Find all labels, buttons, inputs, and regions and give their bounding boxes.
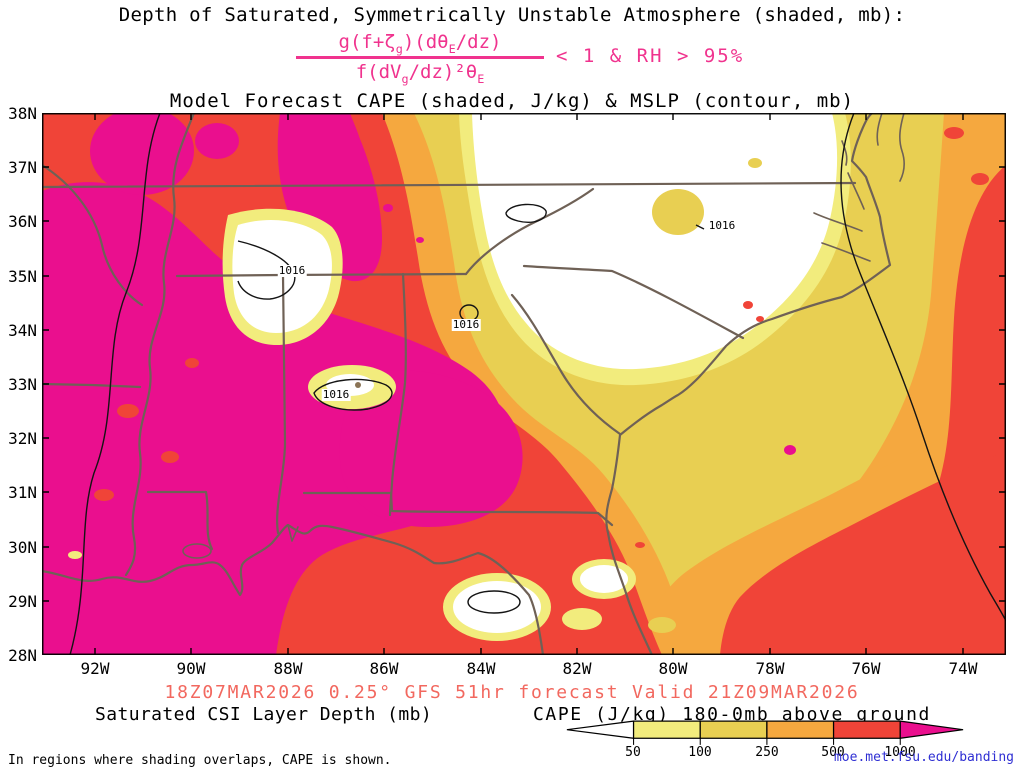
y-axis-label: 37N	[8, 158, 37, 177]
x-axis-label: 86W	[369, 659, 399, 678]
contour-label: 1016	[707, 219, 737, 232]
x-axis-label: 74W	[948, 659, 978, 678]
banding-site-link[interactable]: moe.met.fsu.edu/banding	[833, 750, 1014, 765]
x-axis-label: 82W	[562, 659, 592, 678]
formula-numerator: g(f+ζg)(dθE/dz)	[338, 31, 502, 56]
y-axis-label: 35N	[8, 267, 37, 286]
forecast-valid-time: 18Z07MAR2026 0.25° GFS 51hr forecast Val…	[164, 682, 860, 703]
subtitle: Model Forecast CAPE (shaded, J/kg) & MSL…	[169, 90, 855, 112]
formula-fraction-bar	[296, 56, 544, 59]
state-borders	[40, 111, 905, 657]
contour-label: 1016	[277, 264, 307, 277]
x-axis-label: 90W	[176, 659, 206, 678]
x-axis-label: 78W	[755, 659, 785, 678]
y-axis-label: 33N	[8, 375, 37, 394]
contour-label: 1016	[321, 388, 351, 401]
x-axis-label: 76W	[851, 659, 881, 678]
forecast-map: 1016 1016 1016 1016	[40, 107, 1007, 657]
x-axis-label: 80W	[658, 659, 688, 678]
cape-colorbar	[565, 719, 965, 752]
mslp-contours	[69, 112, 1007, 656]
x-axis-label: 92W	[80, 659, 110, 678]
x-axis-label: 88W	[273, 659, 303, 678]
y-axis-label: 38N	[8, 104, 37, 123]
overlap-note: In regions where shading overlaps, CAPE …	[8, 753, 392, 768]
map-canvas	[40, 107, 1007, 657]
page-title: Depth of Saturated, Symmetrically Unstab…	[118, 4, 906, 26]
colorbar-tick: 500	[821, 745, 845, 760]
y-axis-label: 28N	[8, 646, 37, 665]
cape-shading	[42, 107, 1006, 655]
y-axis-label: 36N	[8, 212, 37, 231]
legend-left-title: Saturated CSI Layer Depth (mb)	[95, 704, 433, 725]
legend-right-title: CAPE (J/kg) 180-0mb above ground	[533, 704, 931, 725]
x-axis-label: 84W	[466, 659, 496, 678]
y-axis-label: 32N	[8, 429, 37, 448]
contour-label: 1016	[451, 318, 481, 331]
formula-denominator: f(dVg/dz)²θE	[355, 61, 485, 86]
colorbar-tick: 250	[755, 745, 779, 760]
colorbar-canvas	[566, 720, 964, 745]
colorbar-tick: 50	[625, 745, 641, 760]
y-axis-label: 29N	[8, 592, 37, 611]
y-axis-label: 30N	[8, 538, 37, 557]
y-axis-label: 34N	[8, 321, 37, 340]
colorbar-tick: 100	[688, 745, 712, 760]
formula-condition: < 1 & RH > 95%	[556, 45, 745, 67]
y-axis-label: 31N	[8, 483, 37, 502]
colorbar-tick: 1000	[884, 745, 916, 760]
axes-frame	[42, 113, 1006, 655]
